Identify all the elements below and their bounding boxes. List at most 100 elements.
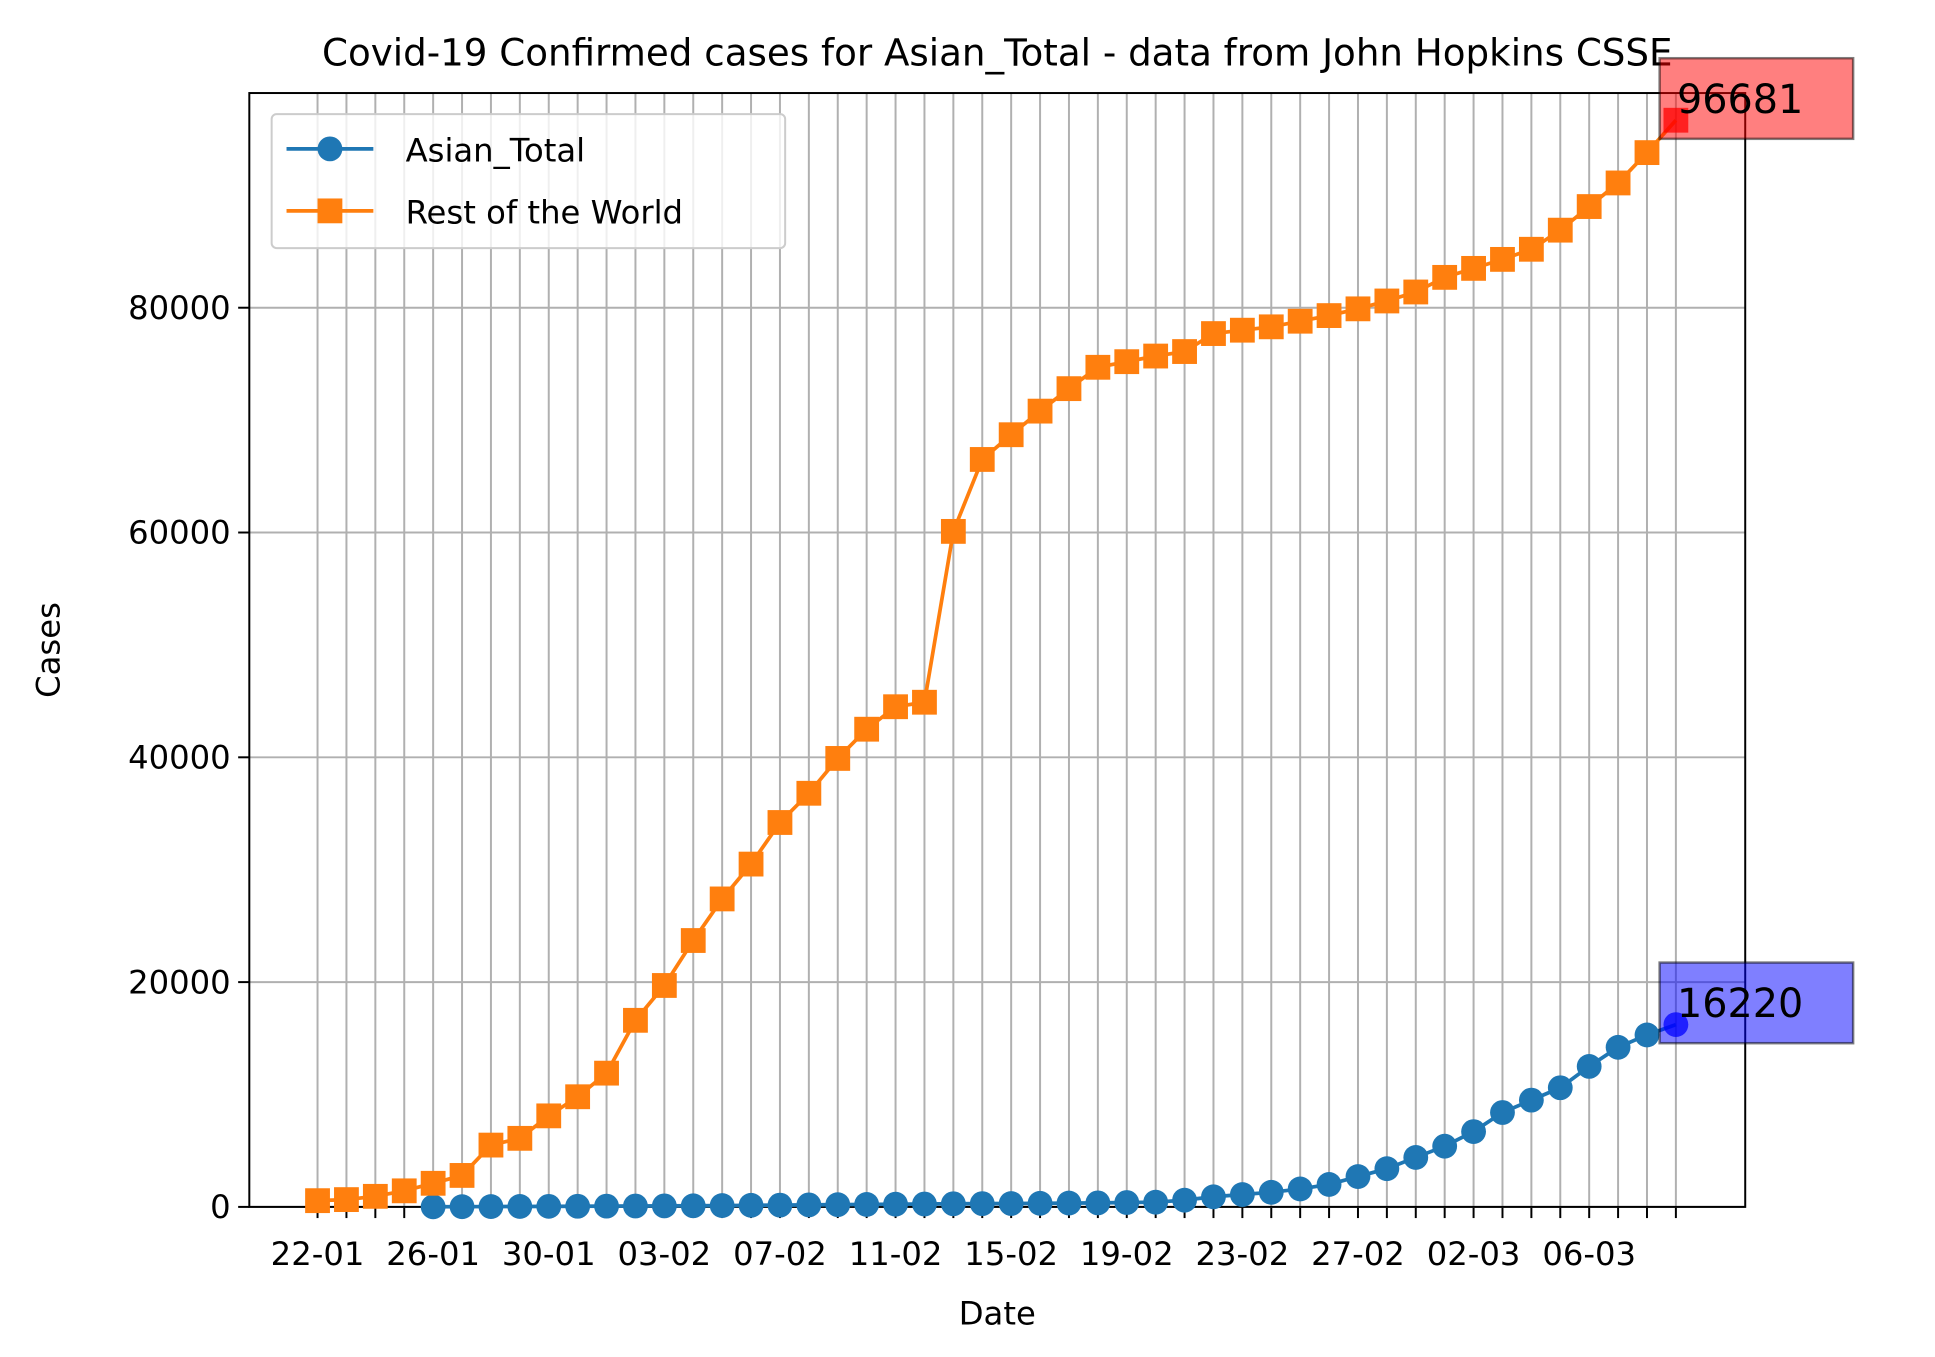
x-tick-label: 11-02 bbox=[849, 1235, 943, 1273]
data-point bbox=[796, 780, 822, 806]
data-point bbox=[1201, 1184, 1226, 1210]
data-point bbox=[854, 1192, 880, 1217]
data-point bbox=[651, 973, 677, 998]
data-point bbox=[1432, 264, 1458, 290]
data-point bbox=[594, 1060, 619, 1086]
data-point bbox=[940, 518, 966, 544]
data-point bbox=[854, 716, 880, 742]
plot-frame bbox=[248, 92, 1747, 1208]
data-point bbox=[1258, 1179, 1284, 1205]
data-point bbox=[449, 1194, 475, 1220]
data-point bbox=[623, 1193, 648, 1219]
data-point bbox=[767, 1192, 793, 1218]
y-tick-label: 60000 bbox=[128, 514, 231, 552]
x-tick-label: 22-01 bbox=[271, 1235, 365, 1273]
data-point bbox=[536, 1193, 562, 1219]
x-axis-label: Date bbox=[959, 1295, 1036, 1333]
data-point bbox=[507, 1125, 533, 1151]
data-point bbox=[478, 1132, 504, 1158]
data-point bbox=[883, 694, 908, 720]
data-point bbox=[1518, 1087, 1544, 1113]
data-point bbox=[305, 1188, 330, 1214]
data-point bbox=[998, 1191, 1024, 1216]
data-point bbox=[1085, 354, 1111, 380]
legend-marker bbox=[317, 136, 343, 162]
data-point bbox=[940, 1191, 966, 1217]
legend-label: Rest of the World bbox=[406, 193, 683, 231]
data-point bbox=[507, 1194, 533, 1219]
x-tick-label: 27-02 bbox=[1311, 1235, 1405, 1273]
data-point bbox=[1576, 194, 1602, 219]
legend-box bbox=[270, 113, 787, 250]
data-point bbox=[825, 746, 851, 771]
y-tick-label: 40000 bbox=[128, 738, 231, 776]
data-point bbox=[1316, 303, 1342, 328]
y-axis-label: Cases bbox=[30, 602, 68, 698]
annotation-box bbox=[1658, 56, 1855, 141]
data-point bbox=[1403, 1145, 1429, 1170]
y-tick-label: 80000 bbox=[128, 289, 231, 327]
data-point bbox=[391, 1178, 417, 1204]
data-point bbox=[1518, 236, 1544, 262]
data-point bbox=[594, 1193, 619, 1219]
data-point bbox=[565, 1084, 591, 1110]
data-point bbox=[1056, 1190, 1082, 1216]
data-point bbox=[449, 1163, 475, 1188]
x-tick-label: 30-01 bbox=[502, 1235, 596, 1273]
data-point bbox=[536, 1103, 562, 1129]
y-tick-label: 20000 bbox=[128, 963, 231, 1001]
data-point bbox=[1287, 1176, 1313, 1202]
data-point bbox=[1461, 255, 1486, 281]
series-line bbox=[317, 118, 1678, 1203]
data-point bbox=[1374, 1156, 1400, 1182]
data-point bbox=[767, 810, 793, 835]
data-point bbox=[1490, 246, 1515, 272]
data-point bbox=[420, 1194, 446, 1220]
data-point bbox=[969, 1191, 995, 1217]
data-point bbox=[912, 1191, 937, 1217]
data-point bbox=[651, 1193, 677, 1219]
data-point bbox=[709, 886, 735, 912]
data-point bbox=[1114, 349, 1140, 375]
data-point bbox=[623, 1007, 648, 1033]
x-tick-label: 03-02 bbox=[617, 1235, 711, 1273]
data-point bbox=[1085, 1190, 1111, 1216]
data-point bbox=[796, 1192, 822, 1218]
data-point bbox=[738, 1192, 764, 1218]
data-point bbox=[883, 1191, 908, 1217]
data-point bbox=[1490, 1100, 1515, 1125]
data-point bbox=[478, 1194, 504, 1219]
x-tick-label: 19-02 bbox=[1080, 1235, 1174, 1273]
data-point bbox=[420, 1170, 446, 1196]
data-point bbox=[1432, 1133, 1458, 1159]
data-point bbox=[1027, 398, 1053, 424]
data-point bbox=[1143, 1189, 1169, 1215]
x-tick-label: 23-02 bbox=[1196, 1235, 1290, 1273]
data-point bbox=[912, 689, 937, 715]
data-point bbox=[1634, 140, 1660, 166]
x-tick-label: 07-02 bbox=[733, 1235, 827, 1273]
data-point bbox=[1229, 317, 1255, 343]
data-point bbox=[334, 1187, 359, 1213]
data-point bbox=[1605, 170, 1631, 196]
data-point bbox=[680, 928, 706, 953]
data-point bbox=[1316, 1172, 1342, 1197]
data-point bbox=[565, 1193, 591, 1219]
legend-label: Asian_Total bbox=[406, 131, 585, 169]
x-tick-label: 26-01 bbox=[386, 1235, 480, 1273]
x-tick-label: 06-03 bbox=[1542, 1235, 1636, 1273]
data-point bbox=[825, 1192, 851, 1218]
data-point bbox=[1201, 321, 1226, 346]
data-point bbox=[1056, 376, 1082, 402]
data-point bbox=[1258, 314, 1284, 340]
x-tick-label: 15-02 bbox=[964, 1235, 1058, 1273]
data-point bbox=[1287, 308, 1313, 334]
data-point bbox=[1114, 1190, 1140, 1215]
data-point bbox=[1461, 1119, 1486, 1145]
data-point bbox=[1547, 1075, 1573, 1101]
data-point bbox=[1576, 1054, 1602, 1079]
annotation: 16220 bbox=[1677, 981, 1803, 1027]
data-point bbox=[1374, 288, 1400, 314]
data-point bbox=[1345, 1164, 1371, 1189]
